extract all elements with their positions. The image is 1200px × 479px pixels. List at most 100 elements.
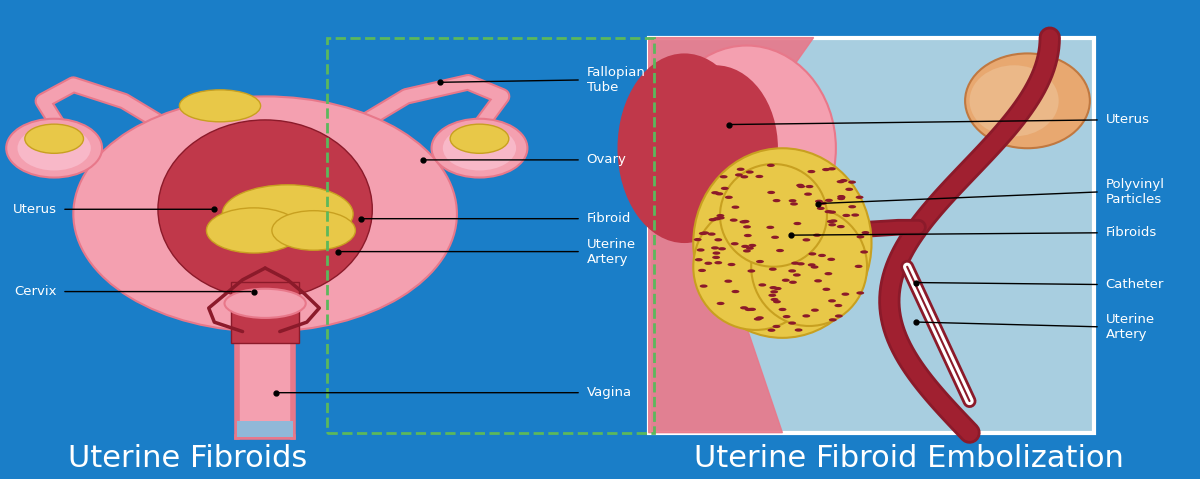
Circle shape bbox=[814, 279, 822, 283]
Bar bbox=[328, 38, 654, 433]
Ellipse shape bbox=[443, 126, 516, 171]
Circle shape bbox=[731, 242, 739, 245]
Circle shape bbox=[788, 321, 796, 325]
Circle shape bbox=[811, 265, 818, 269]
Ellipse shape bbox=[653, 65, 778, 231]
Circle shape bbox=[727, 263, 736, 266]
Text: Uterus: Uterus bbox=[12, 203, 56, 216]
Circle shape bbox=[744, 234, 751, 237]
Circle shape bbox=[805, 185, 814, 188]
Circle shape bbox=[828, 223, 836, 227]
Circle shape bbox=[716, 302, 725, 305]
Circle shape bbox=[769, 286, 778, 289]
Circle shape bbox=[827, 220, 835, 223]
Circle shape bbox=[848, 181, 856, 184]
Circle shape bbox=[835, 314, 842, 318]
Circle shape bbox=[811, 308, 818, 312]
Circle shape bbox=[838, 195, 846, 199]
Circle shape bbox=[698, 269, 706, 272]
Text: Uterine Fibroid Embolization: Uterine Fibroid Embolization bbox=[694, 445, 1123, 473]
Circle shape bbox=[804, 193, 812, 196]
Circle shape bbox=[708, 232, 715, 236]
Circle shape bbox=[818, 254, 826, 257]
Polygon shape bbox=[232, 282, 299, 343]
Circle shape bbox=[714, 261, 722, 264]
Circle shape bbox=[828, 210, 836, 214]
Circle shape bbox=[768, 329, 775, 332]
Circle shape bbox=[743, 249, 751, 252]
Text: Fibroid: Fibroid bbox=[587, 212, 631, 225]
Circle shape bbox=[779, 308, 786, 311]
Ellipse shape bbox=[450, 124, 509, 153]
Circle shape bbox=[715, 192, 724, 195]
Circle shape bbox=[824, 272, 833, 275]
Circle shape bbox=[720, 175, 727, 178]
Circle shape bbox=[700, 285, 708, 288]
Circle shape bbox=[788, 269, 796, 273]
Ellipse shape bbox=[965, 54, 1090, 148]
Circle shape bbox=[769, 268, 776, 271]
Circle shape bbox=[834, 304, 842, 307]
Circle shape bbox=[782, 279, 790, 282]
Text: Uterine Fibroids: Uterine Fibroids bbox=[67, 445, 307, 473]
Circle shape bbox=[716, 214, 725, 217]
Circle shape bbox=[716, 216, 725, 219]
Ellipse shape bbox=[206, 208, 301, 253]
Circle shape bbox=[740, 306, 748, 309]
Circle shape bbox=[756, 316, 764, 319]
Ellipse shape bbox=[224, 289, 306, 318]
Circle shape bbox=[774, 287, 781, 290]
Circle shape bbox=[845, 188, 853, 191]
Ellipse shape bbox=[432, 119, 528, 178]
Circle shape bbox=[828, 167, 835, 171]
Circle shape bbox=[818, 202, 827, 205]
Circle shape bbox=[773, 199, 780, 202]
Circle shape bbox=[793, 274, 800, 277]
Text: Ovary: Ovary bbox=[587, 153, 626, 166]
Circle shape bbox=[803, 314, 810, 318]
Circle shape bbox=[768, 294, 776, 297]
Circle shape bbox=[725, 280, 732, 283]
Circle shape bbox=[856, 195, 864, 199]
Circle shape bbox=[829, 219, 838, 223]
Circle shape bbox=[770, 290, 778, 294]
Ellipse shape bbox=[222, 185, 353, 243]
Text: Catheter: Catheter bbox=[1105, 278, 1164, 291]
Circle shape bbox=[773, 300, 781, 303]
Circle shape bbox=[718, 247, 726, 251]
Ellipse shape bbox=[694, 204, 818, 330]
Circle shape bbox=[712, 246, 719, 250]
Text: Cervix: Cervix bbox=[14, 285, 56, 298]
Ellipse shape bbox=[970, 65, 1058, 137]
Circle shape bbox=[838, 197, 845, 200]
Circle shape bbox=[822, 288, 830, 291]
Circle shape bbox=[697, 248, 704, 251]
Text: Uterine
Artery: Uterine Artery bbox=[587, 238, 636, 265]
Ellipse shape bbox=[272, 211, 355, 250]
Text: Uterine
Artery: Uterine Artery bbox=[1105, 313, 1154, 341]
Circle shape bbox=[734, 173, 743, 177]
Circle shape bbox=[776, 249, 784, 252]
Circle shape bbox=[793, 222, 802, 225]
Circle shape bbox=[797, 185, 805, 188]
Circle shape bbox=[756, 175, 763, 178]
Circle shape bbox=[770, 298, 779, 301]
Circle shape bbox=[829, 318, 836, 321]
Text: Fallopian
Tube: Fallopian Tube bbox=[587, 66, 646, 94]
Circle shape bbox=[746, 171, 754, 174]
Circle shape bbox=[824, 210, 833, 213]
Bar bbox=[236, 421, 293, 437]
Circle shape bbox=[824, 199, 833, 202]
Circle shape bbox=[772, 236, 779, 239]
Circle shape bbox=[848, 205, 856, 208]
Circle shape bbox=[803, 238, 810, 241]
Circle shape bbox=[840, 179, 847, 182]
Circle shape bbox=[714, 238, 722, 241]
Circle shape bbox=[822, 168, 830, 171]
Circle shape bbox=[828, 299, 836, 302]
Circle shape bbox=[841, 293, 850, 296]
Ellipse shape bbox=[25, 124, 84, 153]
Circle shape bbox=[745, 308, 752, 311]
Text: Fibroids: Fibroids bbox=[1105, 226, 1157, 240]
Text: Polyvinyl
Particles: Polyvinyl Particles bbox=[1105, 178, 1165, 206]
